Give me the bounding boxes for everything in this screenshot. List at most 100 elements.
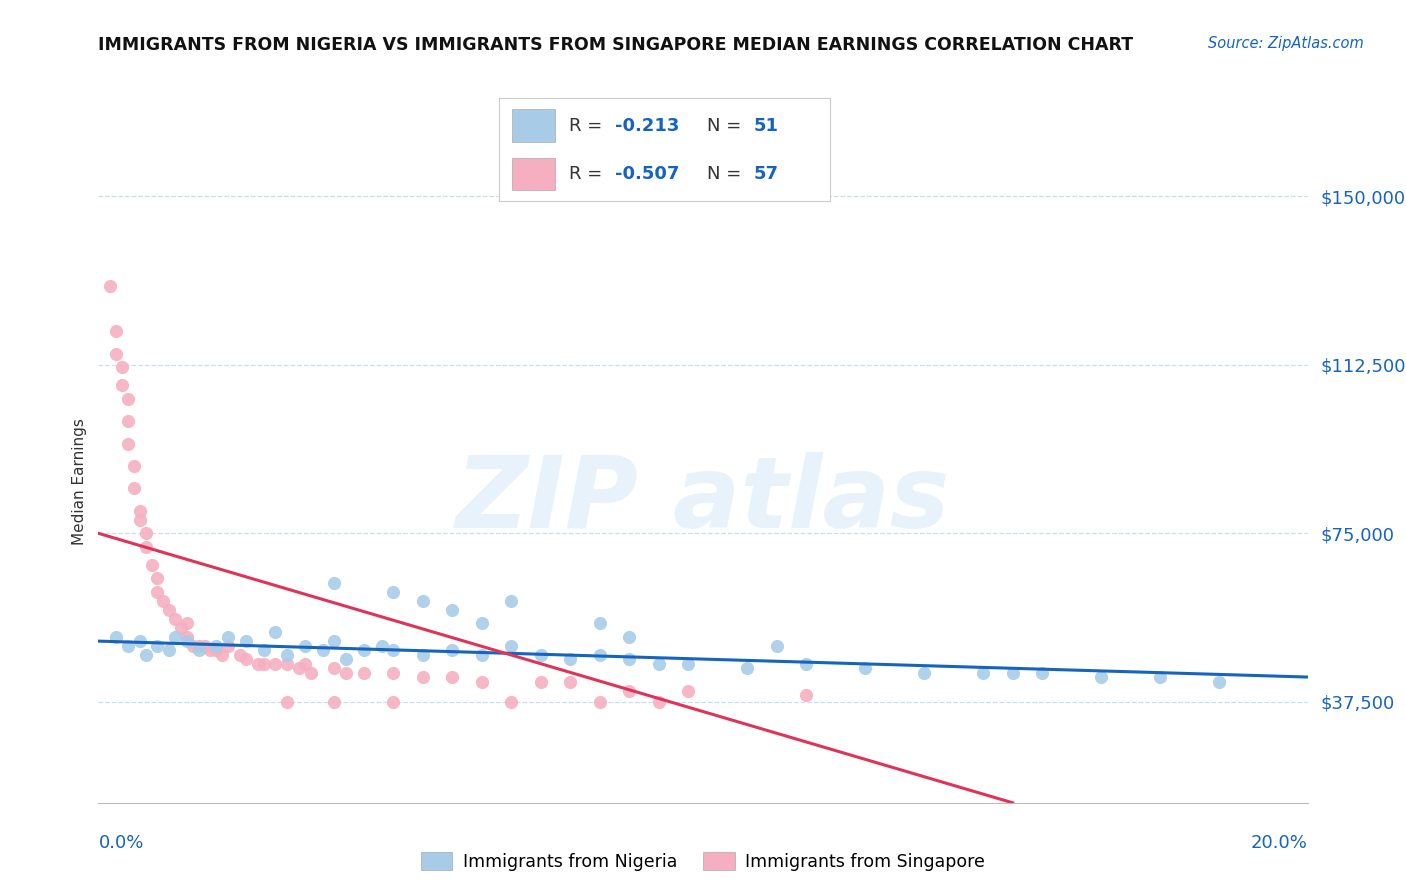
Point bbox=[98, 279, 121, 293]
Point bbox=[619, 683, 641, 698]
Point bbox=[353, 643, 375, 657]
Point bbox=[471, 674, 494, 689]
Point bbox=[111, 360, 134, 375]
Point bbox=[146, 639, 169, 653]
Y-axis label: Median Earnings: Median Earnings bbox=[72, 418, 87, 545]
Point bbox=[1090, 670, 1112, 684]
Point bbox=[200, 643, 222, 657]
Point bbox=[323, 695, 346, 709]
Point bbox=[276, 648, 298, 662]
Point bbox=[122, 458, 145, 473]
Point bbox=[176, 630, 198, 644]
Point bbox=[229, 648, 252, 662]
Point bbox=[105, 630, 128, 644]
Point bbox=[382, 643, 405, 657]
Point bbox=[294, 657, 316, 671]
Point bbox=[619, 630, 641, 644]
Point bbox=[187, 643, 209, 657]
Text: R =: R = bbox=[568, 117, 607, 135]
Text: 0.0%: 0.0% bbox=[98, 834, 143, 852]
Point bbox=[117, 639, 139, 653]
Point bbox=[382, 584, 405, 599]
Point bbox=[146, 571, 169, 585]
Point bbox=[211, 648, 233, 662]
Point bbox=[252, 657, 274, 671]
Point bbox=[370, 639, 392, 653]
Point bbox=[157, 643, 180, 657]
Point bbox=[589, 648, 612, 662]
Point bbox=[972, 665, 994, 680]
Point bbox=[648, 695, 671, 709]
Point bbox=[853, 661, 876, 675]
Point bbox=[501, 639, 523, 653]
Text: N =: N = bbox=[707, 165, 747, 183]
Point bbox=[264, 625, 287, 640]
Point bbox=[252, 643, 274, 657]
Point bbox=[619, 652, 641, 666]
Point bbox=[589, 616, 612, 631]
Point bbox=[128, 513, 150, 527]
Point bbox=[412, 593, 434, 607]
Point bbox=[412, 670, 434, 684]
Point bbox=[146, 584, 169, 599]
Point bbox=[335, 665, 357, 680]
Point bbox=[135, 540, 157, 554]
Point bbox=[176, 634, 198, 648]
Point bbox=[589, 695, 612, 709]
FancyBboxPatch shape bbox=[512, 110, 555, 142]
Point bbox=[501, 695, 523, 709]
Point bbox=[441, 643, 464, 657]
Point bbox=[288, 661, 311, 675]
Point bbox=[560, 652, 582, 666]
Point bbox=[205, 639, 228, 653]
Point bbox=[194, 639, 217, 653]
Point bbox=[648, 657, 671, 671]
Point bbox=[276, 695, 298, 709]
Text: 51: 51 bbox=[754, 117, 779, 135]
Point bbox=[471, 648, 494, 662]
Text: 57: 57 bbox=[754, 165, 779, 183]
Point bbox=[181, 639, 204, 653]
Point bbox=[235, 634, 257, 648]
Point bbox=[299, 665, 322, 680]
Point bbox=[794, 657, 817, 671]
Point bbox=[117, 392, 139, 406]
Point bbox=[678, 683, 700, 698]
Point bbox=[128, 504, 150, 518]
Point bbox=[412, 648, 434, 662]
Point bbox=[560, 674, 582, 689]
Point bbox=[187, 639, 209, 653]
Point bbox=[353, 665, 375, 680]
Point bbox=[152, 593, 174, 607]
Legend: Immigrants from Nigeria, Immigrants from Singapore: Immigrants from Nigeria, Immigrants from… bbox=[415, 845, 991, 878]
Text: IMMIGRANTS FROM NIGERIA VS IMMIGRANTS FROM SINGAPORE MEDIAN EARNINGS CORRELATION: IMMIGRANTS FROM NIGERIA VS IMMIGRANTS FR… bbox=[98, 36, 1133, 54]
Point bbox=[157, 602, 180, 616]
Point bbox=[246, 657, 269, 671]
Point bbox=[323, 661, 346, 675]
Point bbox=[382, 665, 405, 680]
Text: -0.213: -0.213 bbox=[614, 117, 679, 135]
Point bbox=[530, 648, 553, 662]
Text: ZIP atlas: ZIP atlas bbox=[456, 452, 950, 549]
Point bbox=[176, 616, 198, 631]
Point bbox=[765, 639, 787, 653]
Point bbox=[217, 630, 239, 644]
Point bbox=[170, 621, 193, 635]
Point bbox=[441, 670, 464, 684]
Point bbox=[678, 657, 700, 671]
Text: -0.507: -0.507 bbox=[614, 165, 679, 183]
Point bbox=[105, 347, 128, 361]
Text: 20.0%: 20.0% bbox=[1251, 834, 1308, 852]
FancyBboxPatch shape bbox=[512, 158, 555, 190]
Point bbox=[335, 652, 357, 666]
Point bbox=[111, 378, 134, 392]
Text: Source: ZipAtlas.com: Source: ZipAtlas.com bbox=[1208, 36, 1364, 51]
Point bbox=[135, 648, 157, 662]
Point bbox=[530, 674, 553, 689]
Point bbox=[128, 634, 150, 648]
Point bbox=[382, 695, 405, 709]
Point bbox=[1208, 674, 1230, 689]
Point bbox=[122, 482, 145, 496]
Point bbox=[264, 657, 287, 671]
Point bbox=[471, 616, 494, 631]
